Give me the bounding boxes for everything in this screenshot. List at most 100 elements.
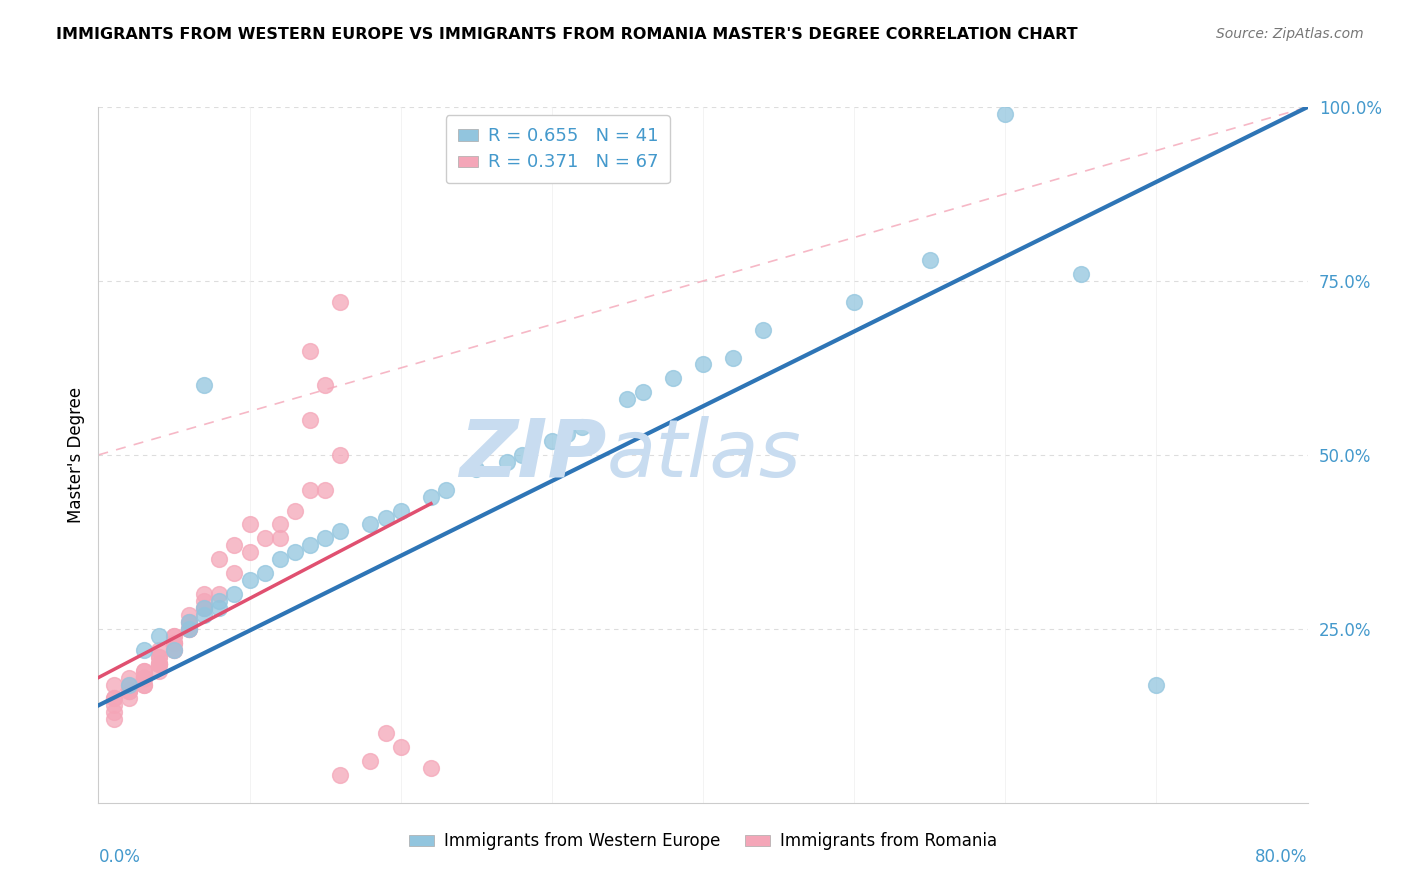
Point [224,587,246,601]
Point [148,664,170,678]
Point [163,642,186,657]
Point [269,552,291,566]
Point [994,107,1017,121]
Point [163,642,186,657]
Point [118,677,141,691]
Point [299,483,322,497]
Point [661,371,683,385]
Point [253,566,276,581]
Point [510,448,533,462]
Point [329,448,352,462]
Point [555,427,578,442]
Point [208,594,231,608]
Point [148,657,170,671]
Point [299,538,322,552]
Point [389,740,412,755]
Point [179,622,201,636]
Point [132,642,155,657]
Point [148,629,170,643]
Point [465,462,488,476]
Point [193,601,215,615]
Point [253,532,276,546]
Point [844,294,866,309]
Point [224,566,246,581]
Point [118,684,141,698]
Point [179,622,201,636]
Point [132,671,155,685]
Point [208,552,231,566]
Point [495,455,517,469]
Point [224,538,246,552]
Point [193,378,215,392]
Point [299,413,322,427]
Point [389,503,412,517]
Point [118,691,141,706]
Point [118,677,141,691]
Point [179,615,201,629]
Point [239,545,262,559]
Point [179,607,201,622]
Point [1070,267,1092,281]
Point [269,532,291,546]
Text: 80.0%: 80.0% [1256,848,1308,866]
Point [420,490,443,504]
Point [314,532,336,546]
Point [299,343,322,358]
Point [148,642,170,657]
Point [163,629,186,643]
Point [132,677,155,691]
Text: Source: ZipAtlas.com: Source: ZipAtlas.com [1216,27,1364,41]
Point [329,524,352,539]
Point [208,601,231,615]
Point [269,517,291,532]
Point [163,636,186,650]
Point [179,615,201,629]
Point [118,684,141,698]
Point [314,483,336,497]
Point [193,594,215,608]
Point [434,483,457,497]
Point [239,573,262,587]
Point [103,691,125,706]
Point [103,677,125,691]
Point [148,657,170,671]
Point [616,392,638,407]
Point [314,378,336,392]
Point [132,677,155,691]
Point [374,726,396,740]
Point [329,768,352,782]
Point [148,649,170,664]
Point [118,684,141,698]
Point [239,517,262,532]
Point [571,420,593,434]
Point [179,622,201,636]
Point [103,698,125,713]
Point [692,358,714,372]
Point [132,671,155,685]
Point [360,517,382,532]
Point [148,657,170,671]
Point [193,601,215,615]
Point [208,587,231,601]
Legend: Immigrants from Western Europe, Immigrants from Romania: Immigrants from Western Europe, Immigran… [402,826,1004,857]
Point [360,754,382,768]
Text: 0.0%: 0.0% [98,848,141,866]
Point [179,622,201,636]
Point [103,706,125,720]
Point [103,691,125,706]
Point [1144,677,1167,691]
Point [148,649,170,664]
Point [132,671,155,685]
Text: ZIP: ZIP [458,416,606,494]
Text: atlas: atlas [606,416,801,494]
Point [118,671,141,685]
Point [132,664,155,678]
Point [752,323,775,337]
Point [329,294,352,309]
Point [284,545,307,559]
Point [163,642,186,657]
Point [540,434,562,448]
Point [132,664,155,678]
Point [631,385,654,400]
Point [284,503,307,517]
